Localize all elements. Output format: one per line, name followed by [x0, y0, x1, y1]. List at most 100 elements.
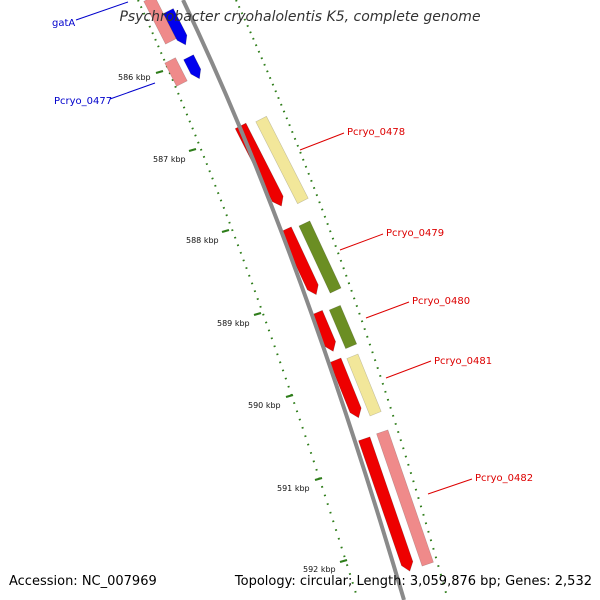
outer-tick [368, 343, 372, 346]
inner-tick [191, 127, 194, 130]
inner-tick [279, 361, 282, 364]
outer-tick [310, 179, 313, 182]
map-title: Psychrobacter cryohalolentis K5, complet… [119, 9, 481, 25]
outer-tick [307, 172, 310, 175]
inner-tick [231, 229, 234, 232]
outer-tick [254, 44, 258, 47]
outer-tick [318, 201, 321, 204]
scale-label: 589 kbp [217, 319, 250, 328]
gene-label[interactable]: Pcryo_0478 [347, 127, 405, 138]
inner-tick [250, 282, 254, 285]
outer-tick [280, 103, 283, 106]
inner-tick [276, 353, 279, 356]
outer-tick [291, 130, 294, 134]
inner-tick [236, 244, 240, 247]
inner-tick [239, 251, 243, 254]
inner-tick [214, 184, 217, 187]
outer-tick [288, 124, 291, 127]
outer-tick [243, 18, 247, 21]
outer-tick [257, 50, 261, 53]
gene-label[interactable]: Pcryo_0482 [475, 473, 533, 484]
gene-leader-line [299, 132, 345, 151]
scale-label: 592 kbp [303, 565, 336, 574]
inner-tick [253, 290, 257, 293]
inner-tick [197, 141, 200, 144]
outer-tick [246, 24, 249, 28]
pcryo-0481-cog-bar [346, 353, 382, 417]
genome-summary-text: Topology: circular; Length: 3,059,876 bp… [234, 574, 592, 589]
accession-text: Accession: NC_007969 [9, 574, 157, 589]
outer-tick [352, 297, 356, 300]
inner-tick [298, 418, 302, 421]
inner-tick [270, 337, 273, 340]
inner-tick [205, 162, 209, 166]
gene-label[interactable]: gatA [52, 18, 75, 29]
inner-tick [281, 369, 285, 372]
gatA-cds-arrow [163, 8, 188, 46]
outer-tick [371, 351, 374, 354]
inner-tick [185, 113, 189, 116]
inner-tick [177, 92, 180, 95]
major-tick [221, 228, 230, 234]
inner-tick [242, 259, 245, 262]
tick-marks [137, 0, 447, 594]
outer-tick [345, 274, 348, 277]
inner-tick [262, 313, 265, 316]
outer-tick [366, 335, 369, 338]
inner-tick [160, 51, 163, 55]
gene-leader-line [385, 360, 432, 379]
inner-tick [295, 410, 299, 413]
outer-tick [235, 0, 238, 2]
pcryo-0482-cds-arrow [358, 436, 414, 572]
inner-tick [202, 155, 206, 158]
gene-leader-line [109, 82, 156, 100]
gene-labels: gatA Pcryo_0477 Pcryo_0478 Pcryo_0479 Pcryo_… [52, 1, 533, 495]
inner-tick [225, 214, 228, 217]
gene-label[interactable]: Pcryo_0479 [386, 228, 444, 239]
pcryo-0479-cds-arrow [279, 226, 319, 296]
scale-label: 588 kbp [186, 236, 219, 245]
inner-tick [228, 221, 231, 224]
gene-label[interactable]: Pcryo_0480 [412, 296, 470, 307]
outer-tick [268, 76, 272, 80]
scale-labels: 586 kbp 587 kbp 588 kbp 589 kbp 590 kbp 591 k… [118, 73, 336, 574]
inner-tick [222, 206, 226, 209]
major-tick [253, 311, 262, 317]
inner-tick [174, 85, 177, 88]
gene-leader-line [75, 1, 129, 21]
inner-tick [312, 460, 315, 463]
inner-tick [264, 321, 268, 324]
pcryo-0477-cds-arrow [183, 54, 202, 80]
pcryo-0481-cds-arrow [329, 357, 362, 419]
outer-tick [249, 31, 252, 34]
outer-tick [282, 110, 286, 113]
pcryo-0479-cog-bar [298, 220, 342, 294]
outer-tick [285, 117, 289, 120]
scale-label: 586 kbp [118, 73, 151, 82]
inner-tick [293, 401, 296, 405]
outer-tick [293, 137, 297, 140]
inner-tick [233, 236, 237, 239]
pcryo-0480-cog-bar [328, 304, 358, 350]
gene-label[interactable]: Pcryo_0477 [54, 96, 112, 107]
inner-tick [194, 134, 197, 137]
outer-tick [334, 244, 337, 248]
inner-tick [273, 345, 276, 348]
gene-label[interactable]: Pcryo_0481 [434, 356, 492, 367]
scale-label: 591 kbp [277, 484, 310, 493]
inner-tick [157, 45, 160, 48]
inner-tick [168, 72, 172, 75]
inner-tick [180, 99, 183, 102]
major-tick [285, 393, 294, 399]
major-tick [188, 147, 197, 153]
inner-tick [151, 32, 154, 35]
gene-leader-line [339, 233, 384, 251]
inner-tick [306, 443, 310, 446]
pcryo-0482-cog-bar [376, 429, 434, 567]
inner-tick [304, 435, 307, 438]
gene-features [143, 0, 434, 572]
genome-backbone [181, 0, 406, 600]
inner-tick [245, 266, 248, 270]
outer-tick [237, 5, 241, 9]
